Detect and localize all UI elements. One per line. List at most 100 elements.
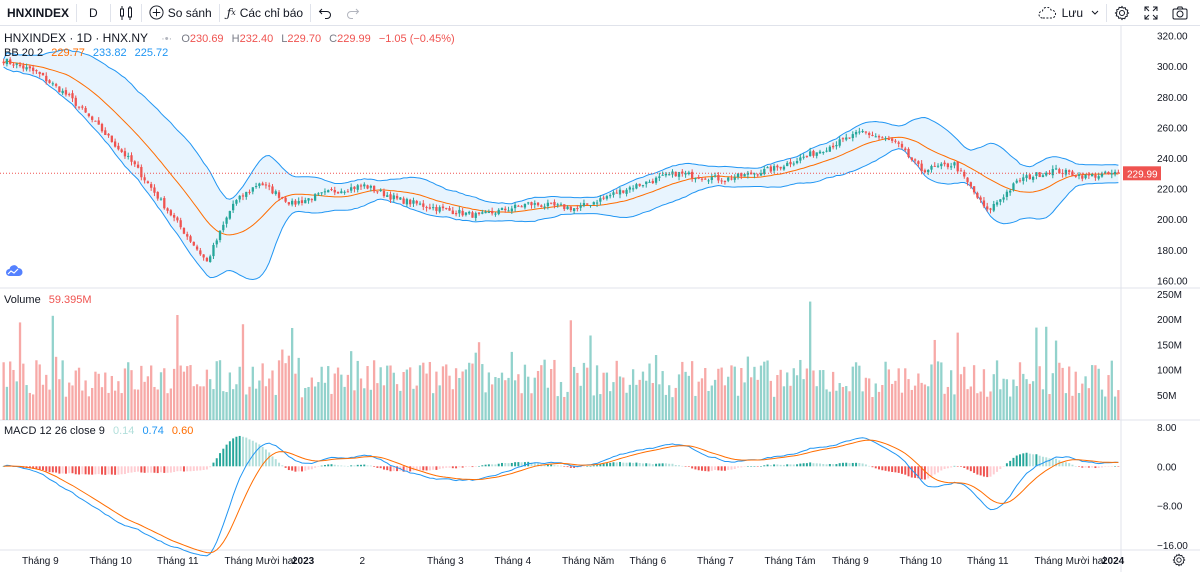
volume-bar — [828, 391, 831, 420]
time-axis-label: Tháng Mười hai — [1035, 556, 1106, 567]
macd-hist-bar — [950, 466, 953, 468]
interval-button[interactable]: D — [89, 5, 98, 20]
toolbar-divider — [218, 3, 220, 22]
candles — [2, 57, 1120, 263]
candle-body — [284, 197, 287, 202]
candle-body — [520, 206, 523, 208]
candle-body — [533, 203, 536, 205]
volume-bar — [897, 368, 900, 420]
macd-hist-bar — [353, 465, 356, 467]
undo-button[interactable] — [311, 0, 339, 26]
macd-hist-bar — [986, 466, 989, 478]
volume-bar — [127, 362, 130, 420]
volume-bar — [727, 376, 730, 420]
candle-body — [831, 145, 835, 148]
volume-bar — [359, 378, 363, 420]
macd-hist-bar — [740, 466, 743, 468]
candle-body — [1022, 177, 1025, 181]
candle-body — [12, 64, 15, 66]
volume-bar — [274, 394, 277, 420]
volume-bar — [959, 374, 963, 420]
volume-bar — [38, 364, 41, 420]
candle-body — [156, 192, 159, 199]
candle-body — [477, 212, 481, 214]
bb-lower-value: 225.72 — [134, 47, 169, 59]
price-axis-label: 180.00 — [1157, 246, 1188, 257]
candle-body — [382, 190, 386, 197]
macd-hist-bar — [989, 466, 992, 477]
volume-bar — [835, 390, 838, 420]
macd-hist-bar — [776, 464, 779, 467]
candle-body — [940, 163, 943, 167]
volume-bar — [74, 370, 77, 420]
volume-bar — [861, 391, 864, 420]
volume-bar — [625, 392, 628, 420]
fullscreen-icon — [1144, 6, 1158, 20]
tradingview-logo[interactable] — [5, 264, 23, 278]
macd-hist-bar — [225, 444, 228, 467]
macd-hist-bar — [441, 466, 444, 469]
macd-hist-bar — [576, 466, 579, 468]
macd-hist-bar — [661, 463, 664, 467]
volume-bar — [674, 387, 677, 420]
volume-bar — [786, 372, 789, 420]
candle-body — [445, 207, 448, 209]
fullscreen-button[interactable] — [1137, 0, 1165, 26]
redo-button[interactable] — [339, 0, 367, 26]
macd-hist-bar — [1038, 455, 1041, 467]
candle-body — [874, 136, 877, 138]
macd-hist-bar — [779, 464, 782, 467]
volume-bar — [363, 388, 366, 420]
candle-body — [625, 189, 628, 194]
volume-bar — [136, 389, 140, 420]
candle-body — [104, 130, 107, 135]
volume-bar — [546, 387, 550, 420]
candle-body — [1074, 175, 1077, 177]
volume-bar — [1028, 383, 1031, 420]
macd-hist-bar — [1107, 466, 1110, 467]
settings-button[interactable] — [1107, 0, 1137, 26]
candle-body — [399, 197, 402, 200]
macd-hist-bar — [874, 466, 877, 469]
candle-body — [1015, 180, 1018, 183]
volume-bar — [477, 342, 481, 420]
macd-hist-bar — [337, 465, 340, 467]
candle-body — [172, 215, 176, 218]
chart-type-button[interactable] — [111, 0, 141, 26]
macd-hist-bar — [664, 463, 667, 467]
candle-body — [890, 138, 894, 141]
candle-body — [136, 164, 140, 168]
macd-hist-bar — [756, 466, 759, 467]
volume-bar — [579, 385, 582, 420]
candle-body — [1028, 174, 1031, 180]
symbol-search-button[interactable]: HNXINDEX — [7, 5, 70, 20]
candle-body — [1071, 171, 1074, 176]
volume-bar — [972, 365, 976, 420]
candle-body — [684, 173, 687, 175]
candle-body — [723, 181, 727, 183]
volume-bar — [527, 376, 530, 420]
save-layout-button[interactable]: Lưu — [1031, 0, 1106, 26]
candle-body — [543, 206, 546, 208]
candle-body — [979, 197, 982, 200]
macd-hist-bar — [222, 448, 225, 467]
macd-hist-bar — [746, 466, 749, 467]
macd-hist-value: 0.14 — [112, 425, 135, 437]
axis-settings-button[interactable] — [1172, 553, 1188, 569]
compare-button[interactable]: So sánh — [142, 0, 219, 26]
snapshot-button[interactable] — [1165, 0, 1200, 26]
candle-body — [812, 150, 815, 156]
macd-hist-bar — [186, 466, 189, 472]
volume-bar — [1022, 373, 1025, 420]
candle-body — [713, 175, 717, 177]
volume-bar — [848, 391, 851, 420]
volume-bar — [366, 366, 369, 420]
candle-body — [300, 200, 304, 203]
candle-body — [986, 206, 989, 210]
volume-bar — [451, 389, 454, 420]
candle-body — [422, 203, 425, 207]
macd-hist-bar — [933, 466, 936, 475]
volume-bar — [241, 324, 245, 420]
